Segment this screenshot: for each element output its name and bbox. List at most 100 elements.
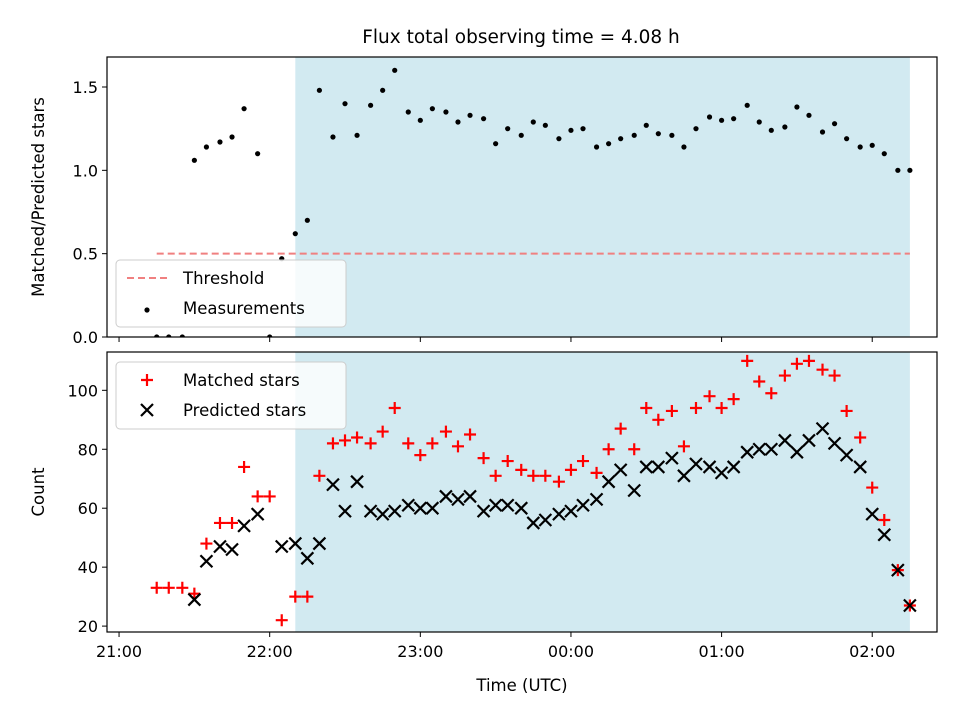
matched-star-point — [188, 587, 201, 600]
measurement-point — [681, 144, 687, 150]
predicted-star-point — [300, 551, 315, 566]
predicted-star-point — [199, 554, 214, 569]
predicted-star-point — [778, 433, 792, 448]
measurement-point — [857, 144, 863, 150]
matched-star-point — [326, 437, 339, 450]
matched-star-point — [176, 581, 189, 594]
matched-star-point — [689, 402, 702, 414]
matched-star-point — [866, 481, 879, 494]
axes-frame — [106, 56, 938, 338]
measurement-point — [217, 139, 223, 145]
measurement-point — [154, 334, 160, 337]
measurement-point — [556, 136, 562, 142]
measurement-point — [417, 117, 423, 123]
y-tick-label: 100 — [67, 381, 98, 400]
predicted-star-point — [903, 598, 917, 613]
measurement-point — [392, 67, 398, 73]
measurement-point — [429, 106, 435, 112]
measurement-point — [304, 217, 310, 223]
measurement-point — [443, 109, 449, 115]
predicted-star-point — [752, 442, 767, 457]
measurement-point — [580, 126, 586, 132]
predicted-star-point — [274, 539, 289, 554]
measurement-point — [618, 136, 624, 142]
predicted-star-point — [514, 501, 529, 515]
measurement-point — [354, 132, 360, 138]
matched-star-point — [640, 402, 653, 414]
legend-predicted-swatch — [140, 403, 154, 417]
predicted-star-point — [726, 460, 741, 474]
matched-star-point — [753, 375, 766, 388]
y-tick-label: 1.5 — [73, 78, 98, 97]
measurement-point — [895, 167, 901, 173]
measurement-point — [493, 141, 499, 147]
predicted-star-point — [576, 498, 590, 513]
matched-star-point — [451, 440, 464, 453]
matched-star-point — [727, 393, 740, 406]
top-panel: 0.0 0.5 1.0 1.5 Matched/Predicted stars Thres… — [29, 56, 938, 347]
predicted-star-point — [877, 527, 892, 542]
predicted-star-point — [853, 460, 867, 474]
chart-title: Flux total observing time = 4.08 h — [362, 27, 680, 48]
matched-star-point — [226, 516, 239, 529]
x-tick-label: 22:00 — [247, 642, 293, 661]
measurement-point — [179, 334, 185, 337]
matched-star-point — [828, 369, 841, 382]
measurement-point — [744, 102, 750, 108]
matched-star-point — [477, 452, 490, 465]
measurement-point — [380, 87, 386, 93]
predicted-star-point — [187, 592, 202, 607]
measurement-point — [480, 116, 487, 122]
measurement-point — [844, 136, 850, 142]
matched-star-point — [614, 422, 627, 435]
measurement-point — [505, 126, 511, 132]
matched-star-point — [539, 469, 552, 482]
matched-star-point — [339, 434, 352, 447]
measurement-point — [693, 126, 699, 132]
legend-label: Measurements — [183, 299, 305, 318]
matched-star-point — [213, 516, 226, 529]
matched-star-point — [652, 413, 665, 426]
matched-star-point — [414, 449, 427, 462]
matched-star-point — [564, 463, 577, 476]
y-tick-label: 40 — [78, 558, 98, 577]
x-tick-label: 23:00 — [397, 642, 443, 661]
matched-star-point — [602, 443, 615, 456]
predicted-star-point — [312, 536, 327, 551]
observing-region — [295, 57, 910, 337]
measurement-point — [467, 112, 473, 118]
matched-star-point — [313, 469, 326, 482]
measurement-point — [794, 104, 800, 110]
bottom-panel: 20 40 60 80 100 21:00 22:00 23:00 00:00 01:00 02:0… — [29, 351, 938, 695]
x-axis-label: Time (UTC) — [475, 676, 567, 695]
matched-star-point — [402, 437, 415, 450]
measurement-point — [191, 157, 197, 163]
matched-star-point — [263, 490, 276, 503]
predicted-star-point — [413, 501, 428, 515]
measurement-point — [869, 142, 875, 148]
predicted-star-point — [627, 483, 642, 498]
matched-star-point — [515, 463, 528, 476]
matched-star-point — [552, 475, 565, 488]
predicted-star-point — [213, 539, 227, 554]
measurement-point — [255, 151, 261, 157]
y-tick-label: 0.0 — [73, 328, 98, 347]
matched-star-point — [200, 537, 213, 550]
predicted-star-point — [350, 474, 364, 489]
predicted-star-point — [714, 466, 729, 480]
predicted-star-point — [639, 460, 654, 474]
predicted-star-point — [500, 498, 515, 513]
data-layer — [154, 67, 913, 337]
predicted-star-point — [601, 474, 616, 489]
predicted-star-point — [451, 492, 465, 507]
predicted-star-point — [387, 504, 402, 518]
predicted-star-point — [815, 421, 830, 436]
matched-star-point — [439, 425, 452, 438]
measurement-point — [166, 334, 172, 337]
predicted-star-point — [891, 563, 905, 577]
measurement-point — [542, 122, 548, 128]
predicted-star-point — [689, 457, 703, 471]
matched-star-point — [840, 404, 853, 417]
predicted-star-point — [790, 445, 804, 459]
predicted-star-point — [613, 463, 628, 477]
